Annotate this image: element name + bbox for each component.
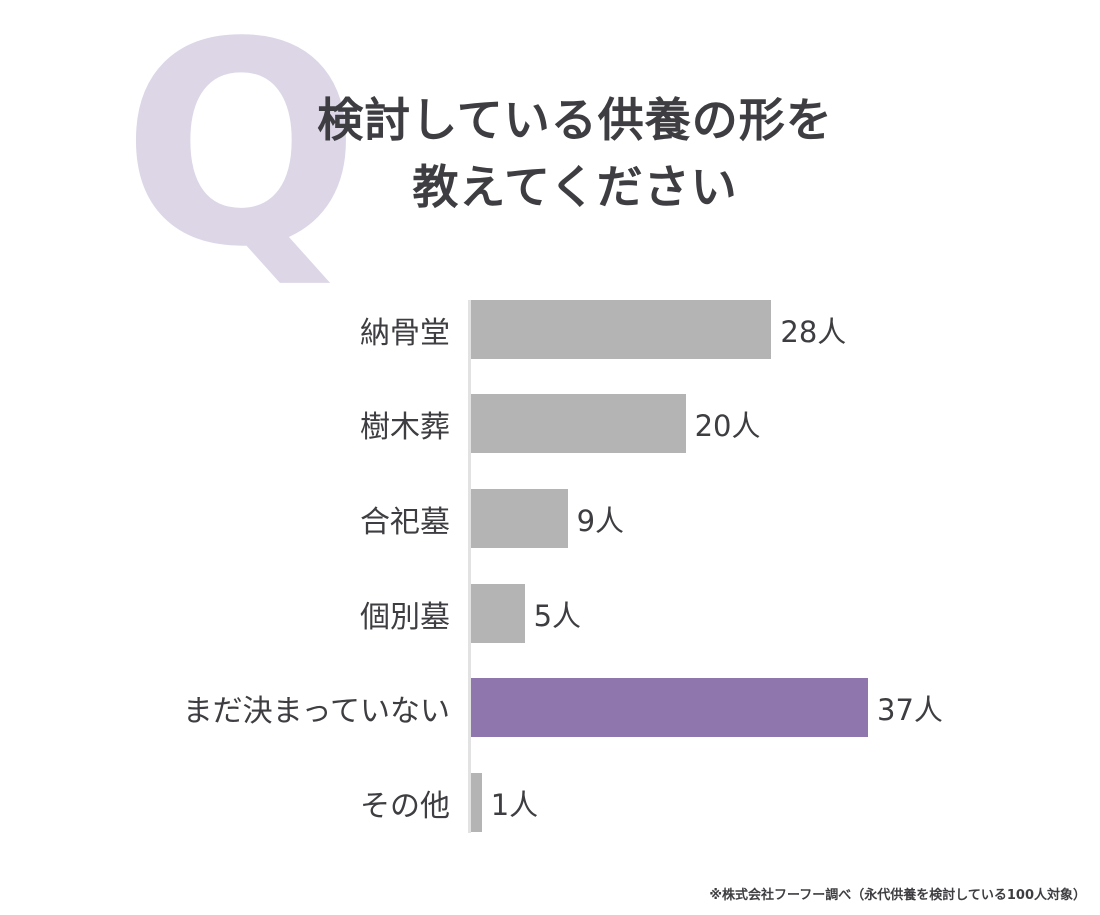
source-note: ※株式会社フーフー調べ（永代供養を検討している100人対象）	[709, 888, 1086, 903]
chart-row: 合祀墓 9人	[0, 489, 1100, 548]
chart-row: 樹木葬 20人	[0, 394, 1100, 453]
axis-line	[468, 300, 471, 833]
value-label: 9人	[576, 503, 625, 538]
question-title-line2: 教えてください	[412, 160, 738, 214]
q-letter-mark: Q	[122, 0, 361, 309]
chart-row: 納骨堂 28人	[0, 300, 1100, 359]
category-label: 納骨堂	[360, 315, 450, 351]
value-label: 20人	[694, 408, 761, 443]
category-label: 樹木葬	[360, 409, 450, 445]
bar	[471, 300, 772, 359]
bar	[471, 584, 525, 643]
bar-highlighted	[471, 678, 868, 737]
chart-row: 個別墓 5人	[0, 584, 1100, 643]
category-label: 合祀墓	[360, 504, 450, 540]
category-label: まだ決まっていない	[182, 693, 450, 729]
bar	[471, 489, 568, 548]
value-label: 28人	[780, 314, 847, 349]
question-title-line1: 検討している供養の形を	[317, 93, 833, 147]
category-label: 個別墓	[360, 599, 450, 635]
category-label: その他	[360, 788, 450, 824]
question-title: 検討している供養の形を 教えてください	[275, 87, 875, 221]
bar	[471, 773, 482, 832]
bar	[471, 394, 686, 453]
value-label: 5人	[533, 598, 582, 633]
value-label: 1人	[490, 787, 539, 822]
value-label: 37人	[877, 692, 943, 727]
chart-row-highlighted: まだ決まっていない 37人	[0, 678, 1100, 737]
chart-row: その他 1人	[0, 773, 1100, 832]
